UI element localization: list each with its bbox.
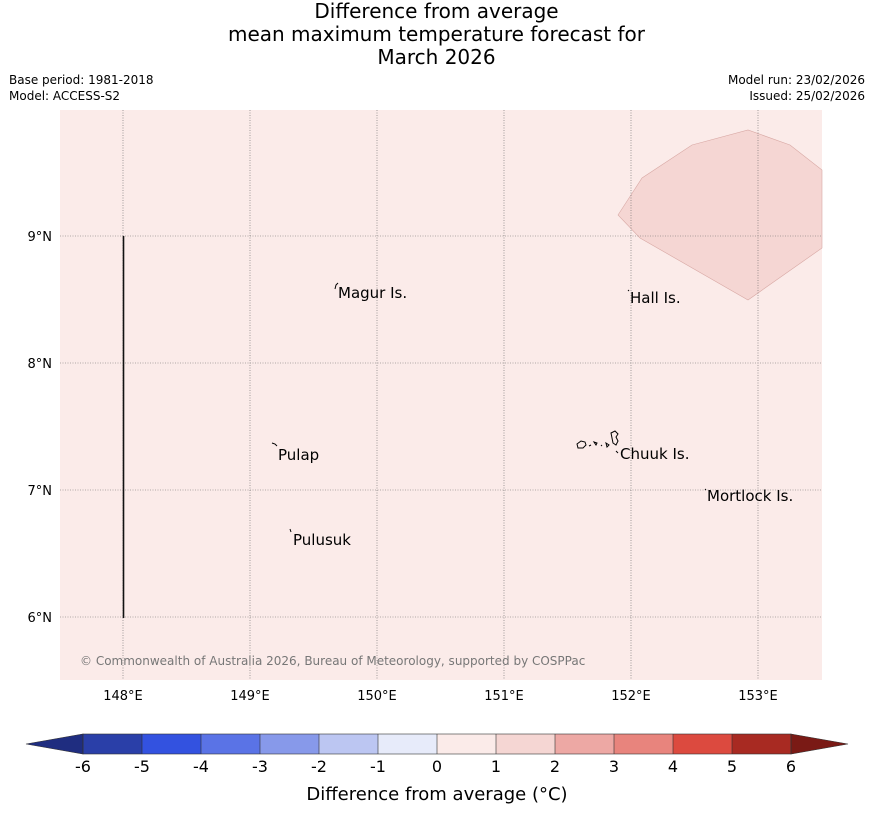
issued-date: Issued: 25/02/2026 xyxy=(749,89,865,103)
colorbar-tick-label: -5 xyxy=(134,757,150,776)
lon-axis-labels: 148°E 149°E 150°E 151°E 152°E 153°E xyxy=(103,689,778,704)
title-line-3: March 2026 xyxy=(377,45,496,69)
colorbar-segment xyxy=(142,734,202,754)
model-name: Model: ACCESS-S2 xyxy=(9,89,121,103)
colorbar-label: Difference from average (°C) xyxy=(306,784,567,805)
lon-label: 149°E xyxy=(230,689,270,704)
lat-label: 6°N xyxy=(28,611,53,626)
colorbar-tick-label: 2 xyxy=(550,757,560,776)
island-pulusuk xyxy=(289,528,292,533)
colorbar-tick-label: -1 xyxy=(370,757,386,776)
place-label-mortlock: Mortlock Is. xyxy=(707,487,793,505)
meta-right: Model run: 23/02/2026 Issued: 25/02/2026 xyxy=(728,72,865,104)
lat-label: 9°N xyxy=(28,230,53,245)
colorbar-tick-label: 3 xyxy=(609,757,619,776)
lat-axis-labels: 9°N 8°N 7°N 6°N xyxy=(28,230,53,626)
colorbar-tick-label: -4 xyxy=(193,757,209,776)
colorbar-tick-label: 1 xyxy=(491,757,501,776)
place-label-pulap: Pulap xyxy=(278,446,319,464)
colorbar-tick-label: -2 xyxy=(311,757,327,776)
island-chuuk xyxy=(576,430,619,454)
colorbar-segment xyxy=(437,734,497,754)
colorbar-segment xyxy=(201,734,261,754)
island-hall xyxy=(627,289,630,292)
lon-label: 150°E xyxy=(357,689,397,704)
title-line-1: Difference from average xyxy=(314,0,559,23)
island-pulap xyxy=(271,442,278,447)
anomaly-patch xyxy=(617,129,823,301)
colorbar-tick-label: -6 xyxy=(75,757,91,776)
colorbar-tick-label: 4 xyxy=(668,757,678,776)
colorbar-segment xyxy=(732,734,792,754)
island-mortlock xyxy=(704,488,707,491)
place-label-magur: Magur Is. xyxy=(338,284,407,302)
colorbar-segment xyxy=(673,734,733,754)
model-run: Model run: 23/02/2026 xyxy=(727,73,865,87)
lat-label: 8°N xyxy=(28,357,53,372)
island-magur xyxy=(334,282,339,290)
lon-label: 153°E xyxy=(738,689,778,704)
islands xyxy=(271,282,707,533)
base-period: Base period: 1981-2018 xyxy=(9,73,154,87)
lat-label: 7°N xyxy=(28,484,53,499)
colorbar: -6 -5 -4 -3 -2 -1 0 1 2 3 4 5 6 xyxy=(25,733,849,776)
colorbar-ticks: -6 -5 -4 -3 -2 -1 0 1 2 3 4 5 6 xyxy=(75,734,796,776)
colorbar-tick-label: 5 xyxy=(727,757,737,776)
colorbar-segment xyxy=(614,734,674,754)
colorbar-segment xyxy=(83,734,143,754)
lon-label: 151°E xyxy=(484,689,524,704)
title-line-2: mean maximum temperature forecast for xyxy=(227,22,645,46)
place-label-pulusuk: Pulusuk xyxy=(293,531,351,549)
colorbar-tick-label: 6 xyxy=(786,757,796,776)
lon-label: 152°E xyxy=(611,689,651,704)
colorbar-high-extend xyxy=(790,733,849,755)
colorbar-segments xyxy=(83,734,792,754)
lon-label: 148°E xyxy=(103,689,143,704)
place-label-chuuk: Chuuk Is. xyxy=(620,445,689,463)
colorbar-tick-label: 0 xyxy=(432,757,442,776)
copyright-notice: © Commonwealth of Australia 2026, Bureau… xyxy=(80,654,585,668)
colorbar-segment xyxy=(496,734,556,754)
meta-left: Base period: 1981-2018 Model: ACCESS-S2 xyxy=(9,72,154,104)
colorbar-low-extend xyxy=(25,733,84,755)
colorbar-segment xyxy=(260,734,320,754)
place-label-hall: Hall Is. xyxy=(630,289,681,307)
colorbar-segment xyxy=(555,734,615,754)
place-labels: Magur Is. Hall Is. Pulap Chuuk Is. Mortl… xyxy=(278,284,793,549)
map-title: Difference from average mean maximum tem… xyxy=(0,0,873,69)
colorbar-tick-label: -3 xyxy=(252,757,268,776)
colorbar-segment xyxy=(319,734,379,754)
colorbar-segment xyxy=(378,734,438,754)
